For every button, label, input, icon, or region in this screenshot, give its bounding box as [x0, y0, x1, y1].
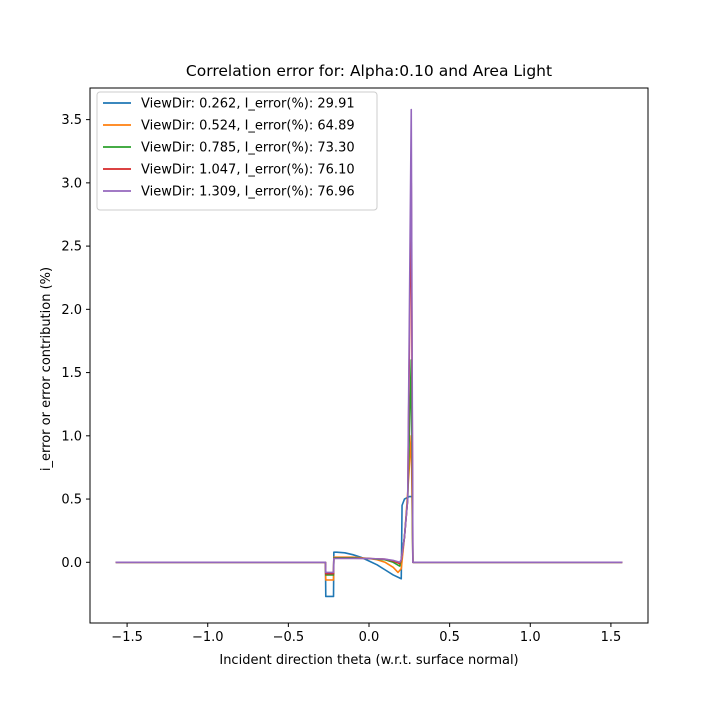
y-axis-label: i_error or error contribution (%) [39, 267, 54, 471]
y-tick-label: 0.5 [61, 493, 82, 508]
x-axis-label: Incident direction theta (w.r.t. surface… [219, 653, 518, 668]
x-axis: −1.5 −1.0 −0.5 0.0 0.5 1.0 1.5 [111, 623, 621, 645]
y-tick-label: 3.5 [61, 113, 82, 128]
x-tick-label: 0.5 [439, 630, 460, 645]
x-tick-label: −1.0 [192, 630, 224, 645]
legend-label: ViewDir: 0.262, I_error(%): 29.91 [141, 97, 355, 112]
x-tick-label: 1.0 [520, 630, 541, 645]
chart-title: Correlation error for: Alpha:0.10 and Ar… [186, 62, 552, 80]
legend-label: ViewDir: 1.047, I_error(%): 76.10 [141, 163, 355, 178]
legend-label: ViewDir: 0.785, I_error(%): 73.30 [141, 141, 355, 156]
y-axis: 0.0 0.5 1.0 1.5 2.0 2.5 3.0 3.5 [61, 113, 90, 571]
x-tick-label: 1.5 [601, 630, 622, 645]
series-line-5 [115, 108, 623, 574]
y-tick-label: 3.0 [61, 176, 82, 191]
legend-label: ViewDir: 0.524, I_error(%): 64.89 [141, 119, 355, 134]
y-tick-label: 1.5 [61, 366, 82, 381]
y-tick-label: 0.0 [61, 556, 82, 571]
x-tick-label: 0.0 [359, 630, 380, 645]
series-line-3 [115, 359, 623, 576]
y-tick-label: 2.0 [61, 303, 82, 318]
series-layer [115, 108, 623, 598]
legend-box [96, 91, 378, 211]
x-tick-label: −0.5 [273, 630, 305, 645]
y-tick-label: 1.0 [61, 429, 82, 444]
y-tick-label: 2.5 [61, 240, 82, 255]
legend-label: ViewDir: 1.309, I_error(%): 76.96 [141, 185, 355, 200]
legend: ViewDir: 0.262, I_error(%): 29.91 ViewDir… [96, 91, 378, 211]
x-tick-label: −1.5 [111, 630, 143, 645]
series-line-1 [115, 495, 623, 598]
